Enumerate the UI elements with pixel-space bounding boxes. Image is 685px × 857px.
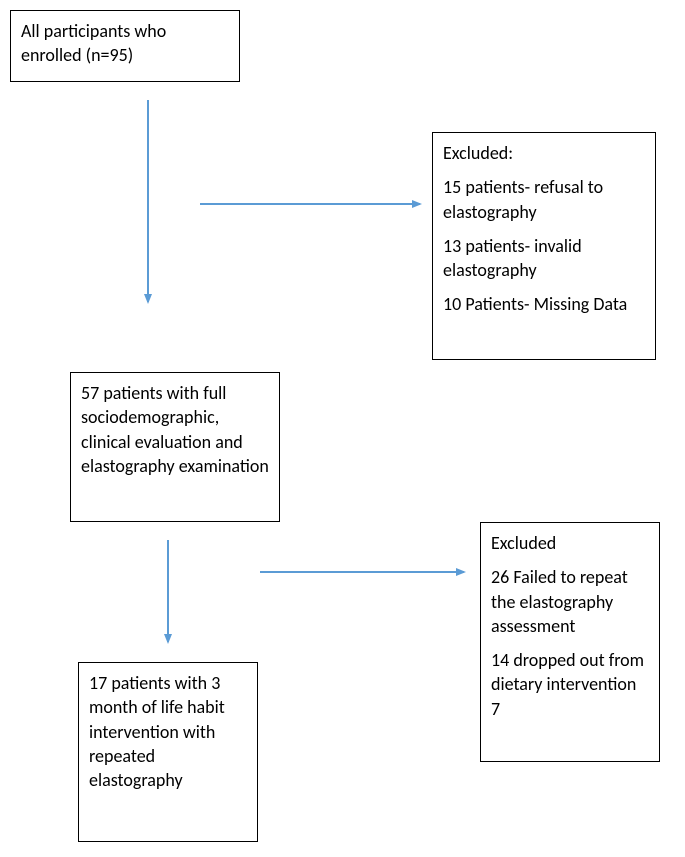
excluded2-line2: 14 dropped out from dietary intervention… (491, 648, 649, 721)
excluded2-line0: Excluded (491, 531, 649, 555)
node-enrolled: All participants who enrolled (n=95) (10, 10, 240, 82)
excluded1-line2: 13 patients- invalid elastography (443, 234, 645, 283)
final17-text: 17 patients with 3 month of life habit i… (89, 671, 247, 792)
excluded2-line1: 26 Failed to repeat the elastography ass… (491, 565, 649, 638)
flowchart-canvas: { "flowchart": { "type": "flowchart", "b… (0, 0, 685, 857)
node-excluded-1: Excluded: 15 patients- refusal to elasto… (432, 132, 656, 360)
node-excluded-2: Excluded 26 Failed to repeat the elastog… (480, 522, 660, 762)
node-full-57: 57 patients with full sociodemographic, … (70, 372, 280, 522)
node-final-17: 17 patients with 3 month of life habit i… (78, 662, 258, 842)
excluded1-line3: 10 Patients- Missing Data (443, 292, 645, 316)
excluded1-line1: 15 patients- refusal to elastography (443, 175, 645, 224)
full57-text: 57 patients with full sociodemographic, … (81, 381, 269, 478)
excluded1-line0: Excluded: (443, 141, 645, 165)
node-enrolled-text: All participants who enrolled (n=95) (21, 19, 229, 68)
